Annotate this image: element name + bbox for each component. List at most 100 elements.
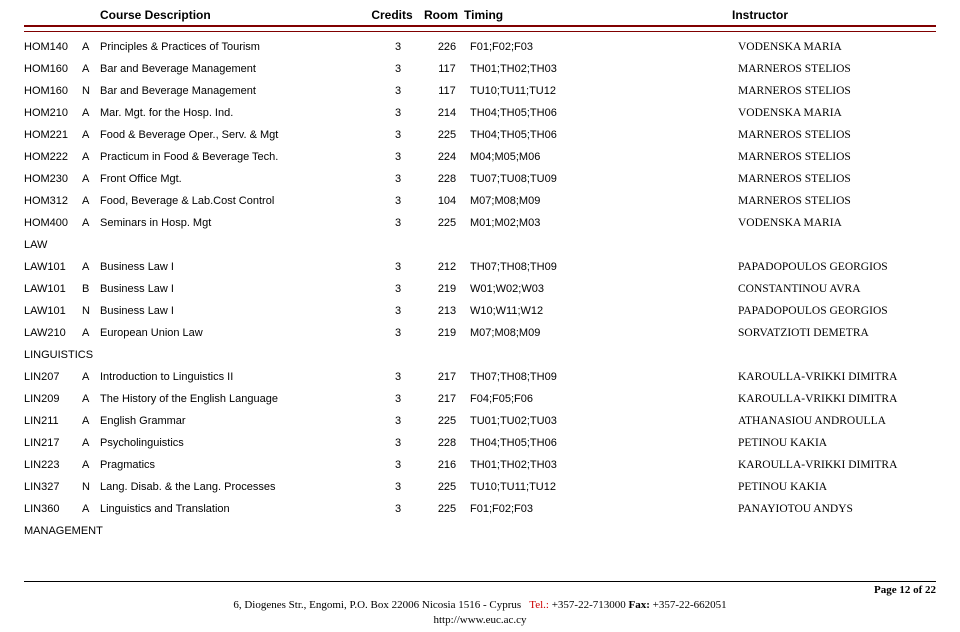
- table-row: LAW210AEuropean Union Law3219M07;M08;M09…: [24, 322, 936, 344]
- table-row: LAW101BBusiness Law I3219W01;W02;W03CONS…: [24, 278, 936, 300]
- cell-credits: 3: [372, 371, 424, 383]
- cell-instructor: KAROULLA-VRIKKI DIMITRA: [738, 459, 936, 471]
- cell-credits: 3: [372, 129, 424, 141]
- cell-section: A: [82, 173, 100, 185]
- cell-description: Bar and Beverage Management: [100, 85, 372, 97]
- cell-section: A: [82, 129, 100, 141]
- cell-code: HOM312: [24, 195, 82, 207]
- cell-timing: TU07;TU08;TU09: [470, 173, 738, 185]
- cell-code: LAW210: [24, 327, 82, 339]
- table-row: LIN209AThe History of the English Langua…: [24, 388, 936, 410]
- cell-room: 217: [424, 371, 470, 383]
- cell-timing: M04;M05;M06: [470, 151, 738, 163]
- cell-timing: F01;F02;F03: [470, 503, 738, 515]
- cell-instructor: CONSTANTINOU AVRA: [738, 283, 936, 295]
- cell-description: Business Law I: [100, 261, 372, 273]
- cell-section: A: [82, 415, 100, 427]
- cell-timing: TH04;TH05;TH06: [470, 437, 738, 449]
- table-row: LIN360ALinguistics and Translation3225F0…: [24, 498, 936, 520]
- table-row: LAW101ABusiness Law I3212TH07;TH08;TH09P…: [24, 256, 936, 278]
- cell-instructor: VODENSKA MARIA: [738, 107, 936, 119]
- page-footer: Page 12 of 22 6, Diogenes Str., Engomi, …: [0, 581, 960, 628]
- cell-instructor: ATHANASIOU ANDROULLA: [738, 415, 936, 427]
- hdr-timing: Timing: [464, 8, 732, 22]
- cell-instructor: MARNEROS STELIOS: [738, 129, 936, 141]
- cell-credits: 3: [372, 261, 424, 273]
- table-row: LIN211AEnglish Grammar3225TU01;TU02;TU03…: [24, 410, 936, 432]
- cell-instructor: PANAYIOTOU ANDYS: [738, 503, 936, 515]
- cell-instructor: MARNEROS STELIOS: [738, 85, 936, 97]
- cell-timing: W01;W02;W03: [470, 283, 738, 295]
- table-row: LIN223APragmatics3216TH01;TH02;TH03KAROU…: [24, 454, 936, 476]
- group-law-label: LAW: [24, 234, 936, 256]
- cell-credits: 3: [372, 283, 424, 295]
- cell-timing: TH01;TH02;TH03: [470, 459, 738, 471]
- cell-code: LIN211: [24, 415, 82, 427]
- hdr-desc: Course Description: [100, 8, 366, 22]
- cell-room: 117: [424, 85, 470, 97]
- cell-credits: 3: [372, 437, 424, 449]
- cell-room: 225: [424, 415, 470, 427]
- cell-code: HOM160: [24, 63, 82, 75]
- cell-timing: M01;M02;M03: [470, 217, 738, 229]
- table-row: HOM230AFront Office Mgt.3228TU07;TU08;TU…: [24, 168, 936, 190]
- cell-section: N: [82, 85, 100, 97]
- cell-section: A: [82, 217, 100, 229]
- cell-credits: 3: [372, 305, 424, 317]
- cell-timing: W10;W11;W12: [470, 305, 738, 317]
- cell-room: 225: [424, 481, 470, 493]
- table-row: LAW101NBusiness Law I3213W10;W11;W12PAPA…: [24, 300, 936, 322]
- hdr-instructor: Instructor: [732, 8, 936, 22]
- cell-credits: 3: [372, 173, 424, 185]
- cell-code: LAW101: [24, 283, 82, 295]
- hdr-credits: Credits: [366, 8, 418, 22]
- cell-section: N: [82, 481, 100, 493]
- cell-timing: M07;M08;M09: [470, 327, 738, 339]
- cell-section: A: [82, 107, 100, 119]
- cell-description: Pragmatics: [100, 459, 372, 471]
- cell-instructor: KAROULLA-VRIKKI DIMITRA: [738, 393, 936, 405]
- cell-room: 213: [424, 305, 470, 317]
- cell-credits: 3: [372, 41, 424, 53]
- cell-description: English Grammar: [100, 415, 372, 427]
- cell-room: 225: [424, 217, 470, 229]
- cell-section: A: [82, 63, 100, 75]
- cell-timing: TU01;TU02;TU03: [470, 415, 738, 427]
- footer-url: http://www.euc.ac.cy: [433, 614, 526, 626]
- cell-credits: 3: [372, 393, 424, 405]
- cell-credits: 3: [372, 85, 424, 97]
- table-header: Course Description Credits Room Timing I…: [24, 8, 936, 25]
- cell-code: LIN223: [24, 459, 82, 471]
- group-mgmt-label: MANAGEMENT: [24, 520, 936, 542]
- cell-timing: TH01;TH02;TH03: [470, 63, 738, 75]
- cell-code: LAW101: [24, 305, 82, 317]
- cell-section: A: [82, 151, 100, 163]
- cell-section: A: [82, 437, 100, 449]
- cell-instructor: KAROULLA-VRIKKI DIMITRA: [738, 371, 936, 383]
- hdr-course: [24, 8, 82, 22]
- cell-instructor: MARNEROS STELIOS: [738, 173, 936, 185]
- tel-value: +357-22-713000: [549, 599, 629, 611]
- table-row: HOM210AMar. Mgt. for the Hosp. Ind.3214T…: [24, 102, 936, 124]
- table-row: HOM222APracticum in Food & Beverage Tech…: [24, 146, 936, 168]
- cell-code: LIN327: [24, 481, 82, 493]
- cell-timing: TU10;TU11;TU12: [470, 85, 738, 97]
- cell-code: LIN209: [24, 393, 82, 405]
- cell-instructor: PETINOU KAKIA: [738, 481, 936, 493]
- cell-room: 104: [424, 195, 470, 207]
- cell-timing: M07;M08;M09: [470, 195, 738, 207]
- cell-room: 217: [424, 393, 470, 405]
- cell-credits: 3: [372, 327, 424, 339]
- header-divider-bottom: [24, 31, 936, 32]
- tel-label: Tel.:: [529, 599, 549, 611]
- cell-code: LAW101: [24, 261, 82, 273]
- cell-room: 224: [424, 151, 470, 163]
- cell-description: Business Law I: [100, 305, 372, 317]
- table-row: LIN217APsycholinguistics3228TH04;TH05;TH…: [24, 432, 936, 454]
- cell-instructor: VODENSKA MARIA: [738, 217, 936, 229]
- cell-code: HOM400: [24, 217, 82, 229]
- cell-room: 117: [424, 63, 470, 75]
- cell-section: A: [82, 195, 100, 207]
- cell-code: HOM140: [24, 41, 82, 53]
- cell-credits: 3: [372, 63, 424, 75]
